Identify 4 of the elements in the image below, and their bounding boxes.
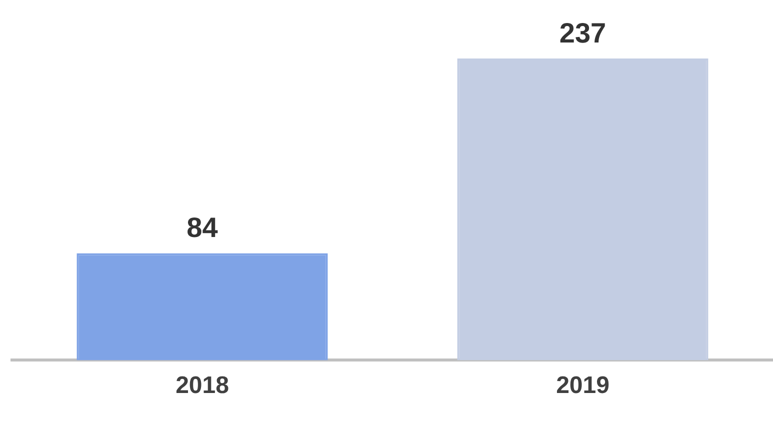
data-label: 84	[186, 212, 218, 244]
x-tick-label: 2019	[556, 372, 610, 400]
x-tick-label: 2018	[176, 372, 229, 400]
data-label: 237	[559, 17, 606, 48]
